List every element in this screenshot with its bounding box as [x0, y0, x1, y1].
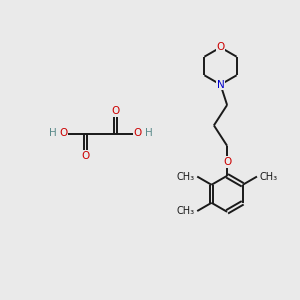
Text: O: O: [134, 128, 142, 139]
Text: CH₃: CH₃: [177, 206, 195, 216]
Text: CH₃: CH₃: [177, 172, 195, 182]
Text: O: O: [59, 128, 67, 139]
Text: O: O: [223, 157, 231, 167]
Text: N: N: [217, 80, 224, 90]
Text: CH₃: CH₃: [260, 172, 278, 182]
Text: H: H: [49, 128, 56, 139]
Text: O: O: [81, 151, 90, 161]
Text: O: O: [111, 106, 120, 116]
Text: H: H: [145, 128, 152, 139]
Text: O: O: [216, 42, 225, 52]
